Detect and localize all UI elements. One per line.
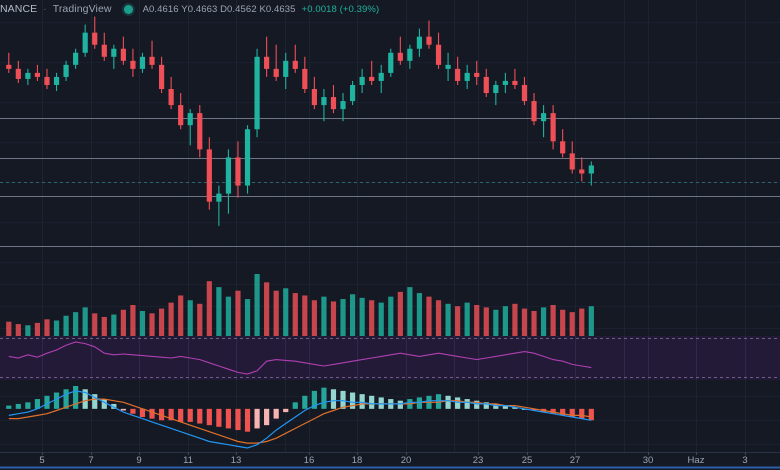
axis-tick-label: 3: [742, 455, 747, 466]
axis-tick-label: 23: [473, 455, 484, 466]
time-axis-svg: 5 7 9 11 13 16 18 20 23 25 27 30 Haz 3: [0, 452, 780, 469]
volume-pane[interactable]: [0, 270, 780, 336]
axis-tick-label: 27: [570, 455, 581, 466]
rsi-svg: [0, 336, 780, 380]
price-candles-svg: [0, 0, 780, 270]
axis-tick-label: 11: [183, 455, 193, 466]
macd-pane[interactable]: [0, 380, 780, 452]
axis-tick-label: 30: [643, 455, 654, 466]
axis-tick-label: 7: [88, 455, 93, 466]
axis-tick-label: Haz: [688, 455, 705, 466]
price-pane[interactable]: [0, 0, 780, 270]
axis-tick-label: 20: [401, 455, 412, 466]
axis-tick-label: 13: [231, 455, 242, 466]
axis-tick-label: 16: [304, 455, 315, 466]
volume-svg: [0, 270, 780, 336]
axis-tick-label: 25: [522, 455, 533, 466]
rsi-pane[interactable]: [0, 336, 780, 380]
axis-tick-label: 9: [136, 455, 141, 466]
macd-svg: [0, 380, 780, 452]
time-axis[interactable]: 5 7 9 11 13 16 18 20 23 25 27 30 Haz 3: [0, 452, 780, 470]
axis-tick-label: 5: [39, 455, 44, 466]
axis-tick-label: 18: [352, 455, 363, 466]
